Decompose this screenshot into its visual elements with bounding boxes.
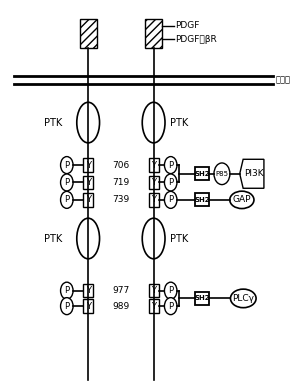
Text: SH2: SH2: [194, 296, 210, 301]
Text: Y: Y: [151, 161, 156, 170]
Circle shape: [61, 282, 73, 299]
Text: 739: 739: [112, 195, 130, 204]
Text: 977: 977: [112, 286, 130, 295]
Text: P: P: [168, 195, 173, 204]
Ellipse shape: [77, 218, 99, 259]
Text: Y: Y: [151, 286, 156, 295]
Circle shape: [165, 191, 177, 209]
FancyBboxPatch shape: [149, 193, 159, 207]
Text: 989: 989: [112, 301, 130, 310]
Text: P: P: [64, 286, 69, 295]
Text: P: P: [168, 161, 173, 170]
Text: PDGF: PDGF: [175, 22, 199, 31]
Ellipse shape: [142, 102, 165, 143]
FancyBboxPatch shape: [149, 299, 159, 313]
Ellipse shape: [77, 102, 99, 143]
Text: PDGF－βR: PDGF－βR: [175, 35, 217, 44]
Circle shape: [165, 298, 177, 315]
FancyBboxPatch shape: [80, 19, 97, 48]
Text: P: P: [64, 178, 69, 187]
Text: Y: Y: [151, 195, 156, 204]
Ellipse shape: [230, 191, 254, 209]
Text: P: P: [64, 195, 69, 204]
Polygon shape: [240, 159, 264, 188]
Text: PTK: PTK: [44, 118, 62, 127]
Circle shape: [214, 163, 230, 185]
FancyBboxPatch shape: [83, 158, 93, 172]
Text: P: P: [64, 161, 69, 170]
Text: Y: Y: [86, 286, 91, 295]
FancyBboxPatch shape: [83, 284, 93, 298]
FancyBboxPatch shape: [149, 158, 159, 172]
Text: GAP: GAP: [233, 195, 251, 204]
FancyBboxPatch shape: [83, 176, 93, 189]
Text: PTK: PTK: [170, 118, 188, 127]
Text: 719: 719: [112, 178, 130, 187]
FancyBboxPatch shape: [194, 292, 209, 305]
Text: SH2: SH2: [194, 197, 210, 203]
Circle shape: [165, 282, 177, 299]
Circle shape: [61, 174, 73, 191]
Text: Y: Y: [151, 178, 156, 187]
Text: PI3K: PI3K: [244, 169, 263, 178]
Circle shape: [165, 156, 177, 174]
Circle shape: [61, 191, 73, 209]
Text: PLCγ: PLCγ: [232, 294, 254, 303]
FancyBboxPatch shape: [194, 167, 209, 180]
Text: Y: Y: [86, 195, 91, 204]
Circle shape: [61, 156, 73, 174]
Ellipse shape: [142, 218, 165, 259]
Text: SH2: SH2: [194, 171, 210, 177]
Text: Y: Y: [151, 301, 156, 310]
Text: P: P: [168, 286, 173, 295]
Text: Y: Y: [86, 161, 91, 170]
FancyBboxPatch shape: [149, 284, 159, 298]
Circle shape: [165, 174, 177, 191]
Text: 细胞膜: 细胞膜: [276, 76, 291, 85]
FancyBboxPatch shape: [194, 193, 209, 207]
Text: P: P: [168, 301, 173, 310]
Text: P: P: [64, 301, 69, 310]
Text: PTK: PTK: [170, 234, 188, 243]
Text: P85: P85: [215, 171, 229, 177]
FancyBboxPatch shape: [83, 193, 93, 207]
FancyBboxPatch shape: [83, 299, 93, 313]
Text: Y: Y: [86, 301, 91, 310]
Text: 706: 706: [112, 161, 130, 170]
Text: PTK: PTK: [44, 234, 62, 243]
Ellipse shape: [231, 289, 256, 308]
Text: P: P: [168, 178, 173, 187]
Text: Y: Y: [86, 178, 91, 187]
Circle shape: [61, 298, 73, 315]
FancyBboxPatch shape: [149, 176, 159, 189]
FancyBboxPatch shape: [145, 19, 162, 48]
